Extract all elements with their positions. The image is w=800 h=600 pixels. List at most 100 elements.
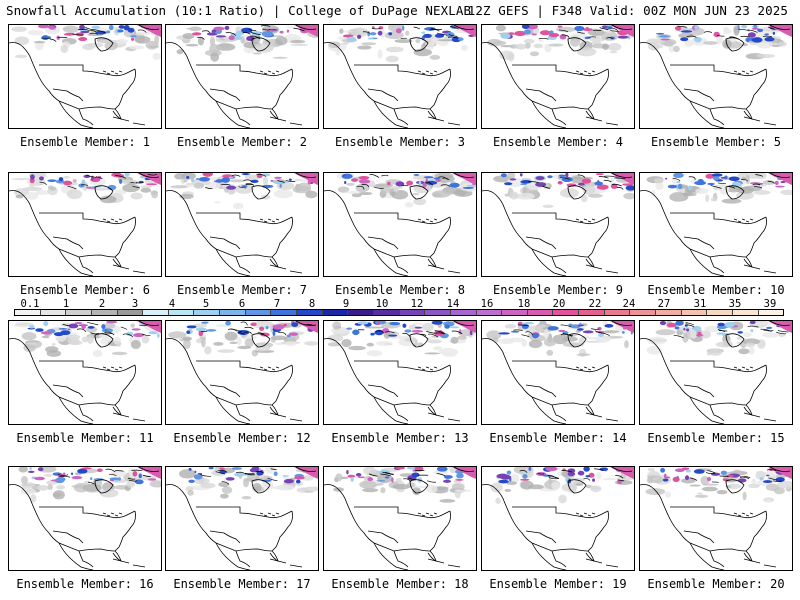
north-america-snowfall-map [9, 467, 161, 570]
ensemble-map-panel [639, 320, 793, 425]
ensemble-map-panel [481, 24, 635, 129]
legend-swatch [220, 310, 246, 315]
ensemble-map-panel [323, 24, 477, 129]
ensemble-map-panel [8, 320, 162, 425]
legend-tick-label: 9 [342, 298, 350, 310]
ensemble-map-panel [481, 172, 635, 277]
legend-swatch [373, 310, 400, 315]
ensemble-map-panel [639, 24, 793, 129]
legend-swatch [117, 310, 144, 315]
north-america-snowfall-map [640, 321, 792, 424]
legend-swatch [399, 310, 426, 315]
legend-tick-label: 7 [273, 298, 281, 310]
legend-swatch [476, 310, 503, 315]
legend-swatch [297, 310, 323, 315]
legend-tick-label: 5 [202, 298, 210, 310]
product-title: Snowfall Accumulation (10:1 Ratio) | Col… [6, 3, 472, 18]
ensemble-member-label: Ensemble Member: 15 [647, 431, 785, 445]
legend-swatch [579, 310, 605, 315]
legend-colorbar [14, 309, 784, 316]
ensemble-map-panel [323, 466, 477, 571]
north-america-snowfall-map [324, 467, 476, 570]
ensemble-map-panel [323, 172, 477, 277]
north-america-snowfall-map [640, 25, 792, 128]
legend-swatch [271, 310, 298, 315]
legend-tick-label: 22 [588, 298, 602, 310]
legend-tick-label: 35 [728, 298, 742, 310]
legend-tick-label: 2 [98, 298, 106, 310]
north-america-snowfall-map [324, 25, 476, 128]
legend-tick-label: 6 [238, 298, 246, 310]
ensemble-map-panel [639, 172, 793, 277]
legend-swatch [322, 310, 349, 315]
ensemble-member-label: Ensemble Member: 17 [173, 577, 311, 591]
legend-swatch [732, 310, 759, 315]
north-america-snowfall-map [166, 25, 318, 128]
legend-swatch [143, 310, 169, 315]
legend-tick-label: 8 [308, 298, 316, 310]
legend-tick-label: 4 [168, 298, 176, 310]
legend-swatch [502, 310, 528, 315]
ensemble-map-panel [481, 466, 635, 571]
north-america-snowfall-map [482, 173, 634, 276]
legend-swatch [656, 310, 682, 315]
north-america-snowfall-map [324, 173, 476, 276]
legend-tick-label: 18 [517, 298, 531, 310]
ensemble-member-label: Ensemble Member: 3 [334, 135, 466, 149]
legend-tick-label: 12 [410, 298, 424, 310]
legend-swatch [681, 310, 708, 315]
ensemble-member-label: Ensemble Member: 6 [19, 283, 151, 297]
north-america-snowfall-map [640, 467, 792, 570]
ensemble-member-label: Ensemble Member: 1 [19, 135, 151, 149]
north-america-snowfall-map [640, 173, 792, 276]
ensemble-member-label: Ensemble Member: 16 [16, 577, 154, 591]
ensemble-map-panel [165, 320, 319, 425]
ensemble-member-label: Ensemble Member: 18 [331, 577, 469, 591]
ensemble-map-panel [165, 172, 319, 277]
legend-tick-label: 16 [480, 298, 494, 310]
ensemble-map-panel [8, 172, 162, 277]
north-america-snowfall-map [9, 321, 161, 424]
ensemble-member-label: Ensemble Member: 19 [489, 577, 627, 591]
ensemble-member-label: Ensemble Member: 2 [176, 135, 308, 149]
north-america-snowfall-map [166, 173, 318, 276]
north-america-snowfall-map [482, 467, 634, 570]
legend-tick-label: 31 [693, 298, 707, 310]
model-valid-time: 12Z GEFS | F348 Valid: 00Z MON JUN 23 20… [467, 3, 788, 18]
legend-swatch [630, 310, 657, 315]
ensemble-member-label: Ensemble Member: 20 [647, 577, 785, 591]
north-america-snowfall-map [324, 321, 476, 424]
ensemble-member-label: Ensemble Member: 5 [650, 135, 782, 149]
north-america-snowfall-map [166, 321, 318, 424]
legend-swatch [604, 310, 631, 315]
legend-swatch [348, 310, 374, 315]
ensemble-member-label: Ensemble Member: 4 [492, 135, 624, 149]
legend-swatch [15, 310, 41, 315]
north-america-snowfall-map [9, 25, 161, 128]
legend-swatch [450, 310, 477, 315]
legend-tick-label: 14 [446, 298, 460, 310]
ensemble-member-label: Ensemble Member: 14 [489, 431, 627, 445]
legend-swatch [527, 310, 554, 315]
legend-swatch [40, 310, 67, 315]
ensemble-map-panel [481, 320, 635, 425]
legend-swatch [425, 310, 451, 315]
ensemble-map-panel [8, 466, 162, 571]
ensemble-member-label: Ensemble Member: 8 [334, 283, 466, 297]
legend-tick-label: 27 [657, 298, 671, 310]
north-america-snowfall-map [9, 173, 161, 276]
north-america-snowfall-map [482, 25, 634, 128]
legend-tick-label: 0.1 [20, 298, 40, 310]
legend-swatch [758, 310, 784, 315]
legend-tick-label: 10 [375, 298, 389, 310]
north-america-snowfall-map [482, 321, 634, 424]
ensemble-member-label: Ensemble Member: 12 [173, 431, 311, 445]
legend-swatch [168, 310, 195, 315]
legend-tick-label: 39 [763, 298, 777, 310]
north-america-snowfall-map [166, 467, 318, 570]
legend-tick-label: 20 [552, 298, 566, 310]
ensemble-member-label: Ensemble Member: 9 [492, 283, 624, 297]
ensemble-member-label: Ensemble Member: 11 [16, 431, 154, 445]
ensemble-map-panel [8, 24, 162, 129]
legend-tick-label: 3 [131, 298, 139, 310]
